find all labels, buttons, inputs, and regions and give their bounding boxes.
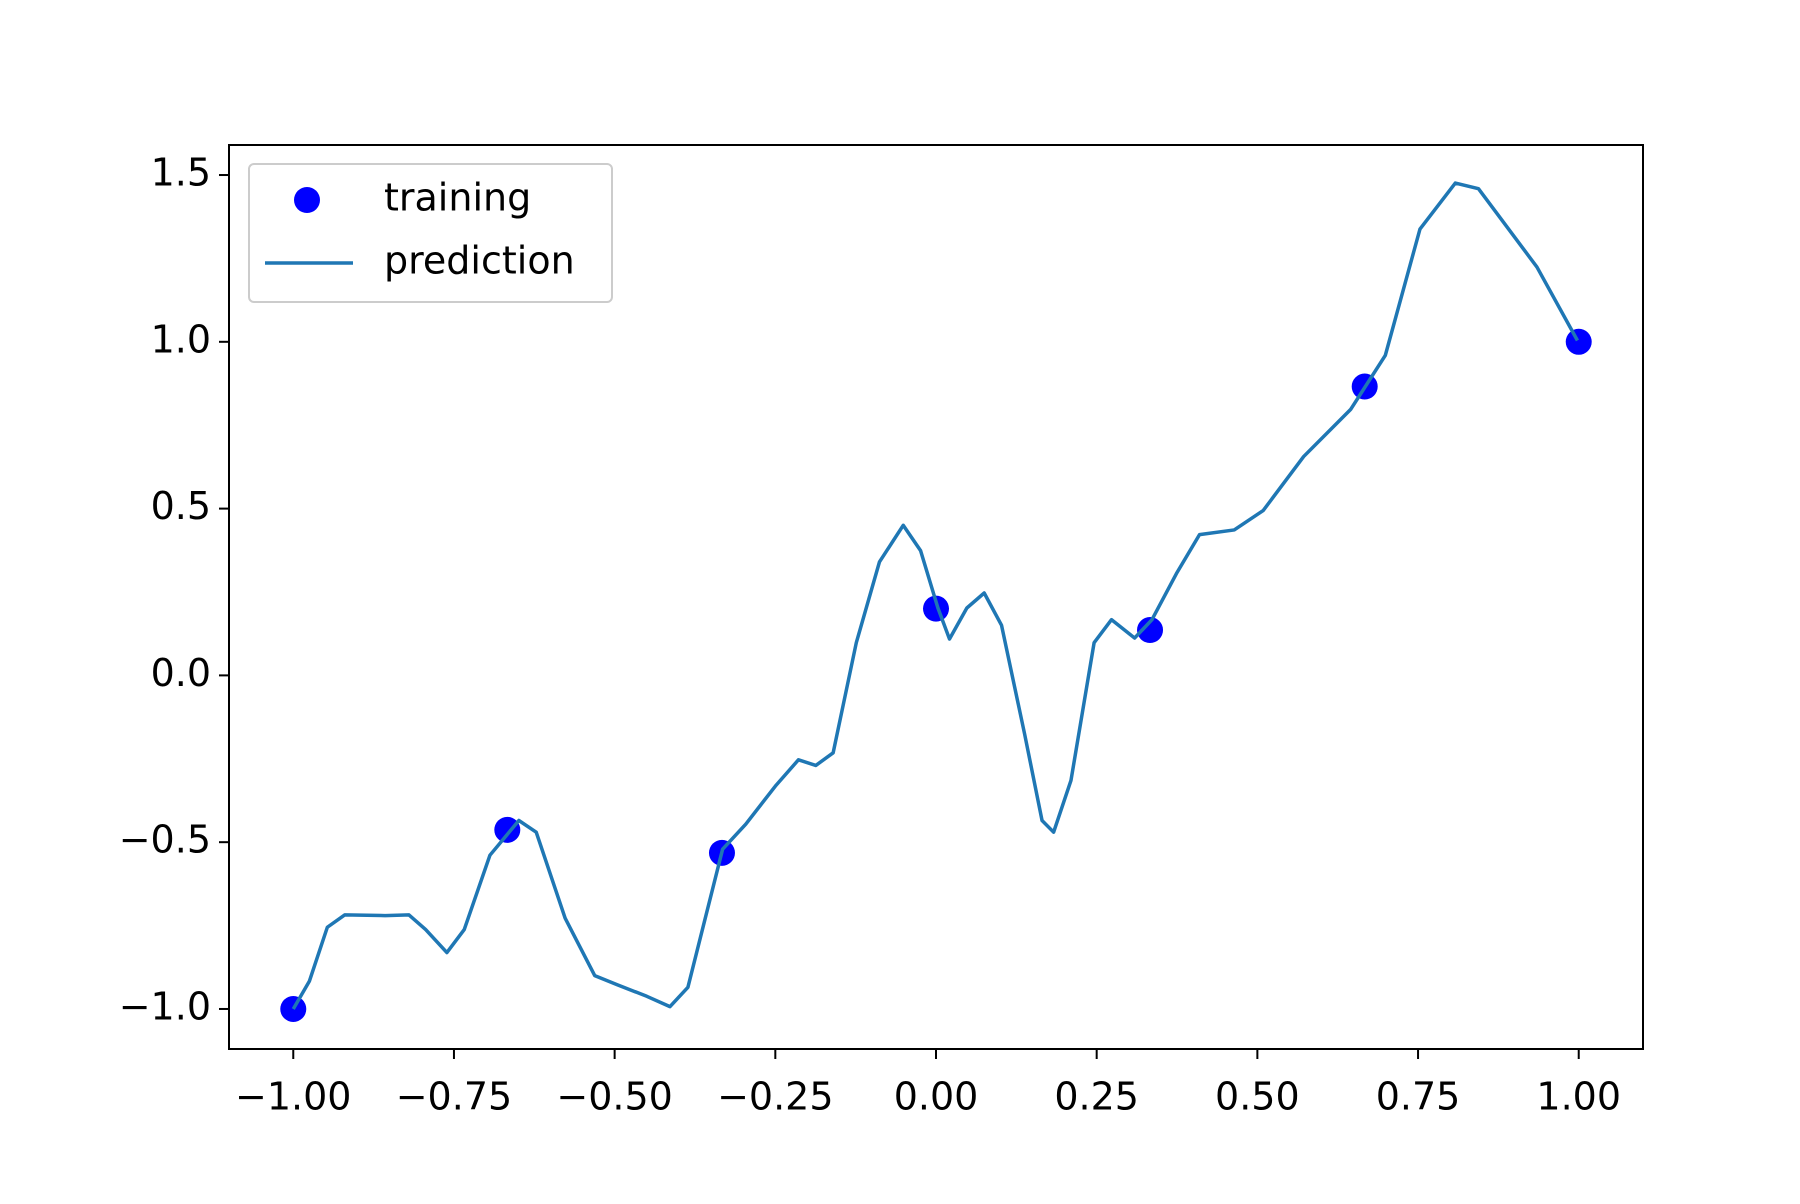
training-point xyxy=(1565,328,1592,355)
x-tick-label: 0.75 xyxy=(1376,1075,1461,1119)
legend-label: training xyxy=(384,176,531,220)
x-tick-label: 0.00 xyxy=(894,1075,979,1119)
y-tick-label: 1.0 xyxy=(151,317,211,361)
x-tick-label: −0.25 xyxy=(717,1075,833,1119)
x-tick-label: −0.50 xyxy=(556,1075,672,1119)
legend-marker xyxy=(294,187,320,213)
training-point xyxy=(1137,617,1164,644)
y-tick-label: 0.0 xyxy=(151,651,211,695)
y-tick-label: −1.0 xyxy=(119,984,211,1028)
x-tick-label: 1.00 xyxy=(1536,1075,1621,1119)
y-tick-label: 0.5 xyxy=(151,484,211,528)
x-tick-label: −0.75 xyxy=(396,1075,512,1119)
training-point xyxy=(923,595,949,622)
prediction-line xyxy=(291,181,1579,1010)
legend: training prediction xyxy=(248,163,613,303)
legend-label: prediction xyxy=(384,239,575,283)
plot-frame xyxy=(228,144,1644,1050)
y-tick-label: −0.5 xyxy=(119,818,211,862)
y-tick-label: 1.5 xyxy=(151,151,211,195)
x-tick-label: 0.25 xyxy=(1054,1075,1139,1119)
x-tick-label: 0.50 xyxy=(1215,1075,1300,1119)
training-point xyxy=(494,816,521,843)
legend-box xyxy=(248,163,613,303)
x-tick-label: −1.00 xyxy=(235,1075,351,1119)
